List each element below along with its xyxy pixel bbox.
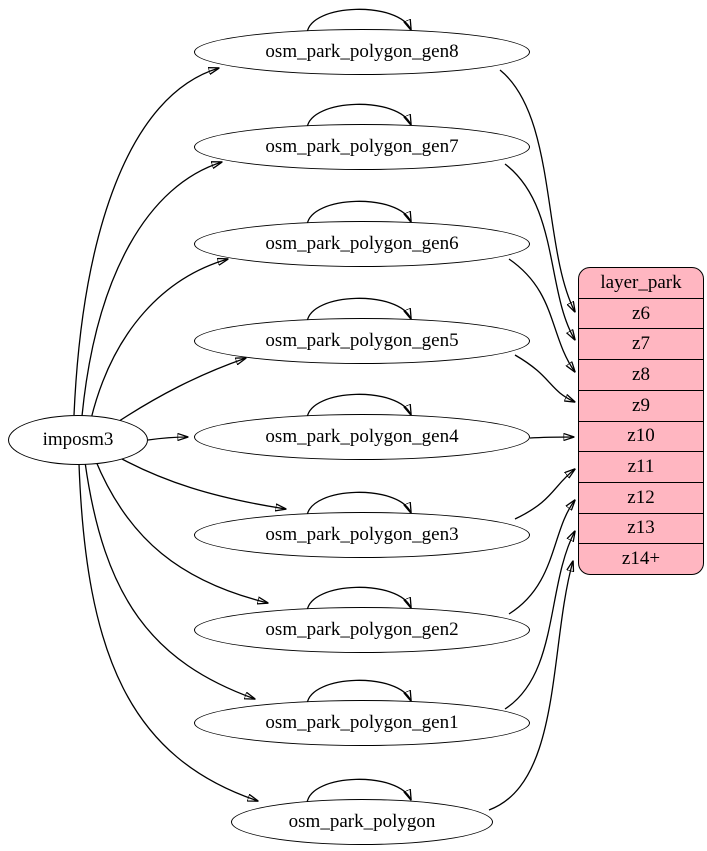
edge-imposm3-to-gen6 <box>90 259 228 420</box>
node-osm-park-polygon-gen8: osm_park_polygon_gen8 <box>194 29 530 75</box>
layer-park-header: layer_park <box>600 271 682 293</box>
node-label: osm_park_polygon_gen2 <box>265 619 459 640</box>
layer-row-z6: z6 <box>579 297 703 329</box>
node-osm-park-polygon: osm_park_polygon <box>231 799 493 845</box>
layer-row-z8: z8 <box>579 359 703 390</box>
self-loop-gen8 <box>306 8 411 34</box>
node-label: osm_park_polygon_gen3 <box>265 524 459 545</box>
layer-row-z7: z7 <box>579 328 703 359</box>
layer-row-z11: z11 <box>579 451 703 482</box>
self-loop-gen4 <box>306 393 411 419</box>
node-label: osm_park_polygon <box>288 811 436 832</box>
node-imposm3-label: imposm3 <box>42 429 114 450</box>
node-osm-park-polygon-gen2: osm_park_polygon_gen2 <box>194 607 530 653</box>
node-imposm3: imposm3 <box>8 415 148 465</box>
self-loop-gen7 <box>306 103 411 129</box>
edge-imposm3-to-gen4 <box>147 437 188 440</box>
self-loop-gen6 <box>306 200 411 226</box>
edge-imposm3-to-gen7 <box>81 162 222 417</box>
layer-row-z10: z10 <box>579 420 703 452</box>
node-label: osm_park_polygon_gen7 <box>265 136 459 157</box>
node-osm-park-polygon-gen5: osm_park_polygon_gen5 <box>194 318 530 364</box>
layer-row-z14: z14+ <box>579 543 703 574</box>
node-osm-park-polygon-gen7: osm_park_polygon_gen7 <box>194 124 530 170</box>
node-label: osm_park_polygon_gen4 <box>265 426 459 447</box>
node-osm-park-polygon-gen3: osm_park_polygon_gen3 <box>194 512 530 558</box>
node-label: osm_park_polygon_gen8 <box>265 41 459 62</box>
node-osm-park-polygon-gen1: osm_park_polygon_gen1 <box>194 700 530 746</box>
edge-imposm3-to-gen3 <box>110 452 286 509</box>
layer-park-table: layer_park z6 z7 z8 z9 z10 z11 z12 z13 z… <box>578 267 704 575</box>
node-osm-park-polygon-gen4: osm_park_polygon_gen4 <box>194 414 530 460</box>
edge-gen1-to-z13 <box>504 531 575 710</box>
node-osm-park-polygon-gen6: osm_park_polygon_gen6 <box>194 221 530 267</box>
self-loop-polygon <box>306 778 411 804</box>
edge-imposm3-to-gen8 <box>73 68 219 416</box>
edge-gen5-to-z9 <box>514 354 575 402</box>
edge-imposm3-to-polygon <box>78 463 258 801</box>
node-label: osm_park_polygon_gen5 <box>265 330 459 351</box>
layer-row-z12: z12 <box>579 481 703 513</box>
edge-gen4-to-z10 <box>529 437 574 438</box>
layer-row-z9: z9 <box>579 389 703 421</box>
edge-gen2-to-z12 <box>508 500 575 615</box>
edge-gen7-to-z7 <box>504 163 575 340</box>
self-loop-gen2 <box>306 586 411 612</box>
self-loop-gen5 <box>306 297 411 323</box>
edge-gen6-to-z8 <box>508 258 575 372</box>
self-loop-gen3 <box>306 491 411 517</box>
layer-row-z13: z13 <box>579 512 703 544</box>
edge-gen3-to-z11 <box>514 469 575 520</box>
node-label: osm_park_polygon_gen1 <box>265 712 459 733</box>
edge-imposm3-to-gen2 <box>94 458 268 603</box>
node-label: osm_park_polygon_gen6 <box>265 233 459 254</box>
edge-polygon-to-z14 <box>488 561 573 811</box>
edge-imposm3-to-gen5 <box>109 358 246 428</box>
edge-gen8-to-z6 <box>499 69 575 312</box>
edge-imposm3-to-gen1 <box>84 461 255 699</box>
self-loop-gen1 <box>306 679 411 705</box>
